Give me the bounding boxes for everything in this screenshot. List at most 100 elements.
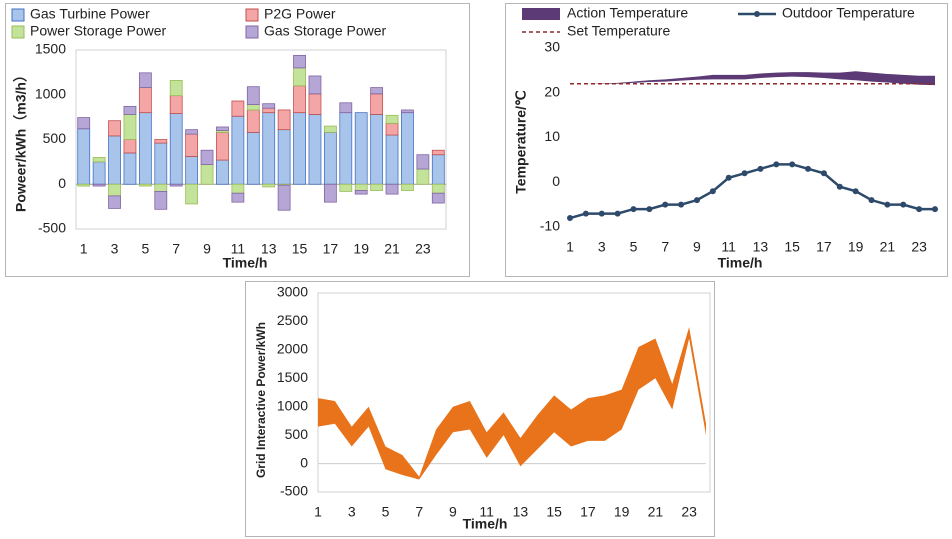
y-tick-label: -500	[280, 483, 308, 499]
bar-segment	[138, 112, 152, 185]
band	[570, 71, 935, 86]
bar-segment	[385, 183, 399, 195]
legend-label: Outdoor Temperature	[782, 5, 915, 21]
bar-segment	[308, 75, 322, 95]
bar-segment	[185, 183, 199, 205]
bar-segment	[154, 191, 168, 210]
marker	[868, 197, 875, 204]
bar-segment	[231, 115, 245, 185]
marker	[598, 210, 605, 217]
bar-segment	[77, 183, 91, 187]
x-tick-label: 3	[348, 504, 356, 520]
bar-segment	[169, 183, 183, 187]
bar-segment	[370, 183, 384, 191]
bar-segment	[231, 100, 245, 117]
bar-segment	[401, 183, 414, 191]
bar-segment	[277, 129, 291, 185]
x-tick-label: 21	[384, 241, 400, 257]
bar-segment	[308, 93, 322, 115]
bar-segment	[185, 129, 199, 135]
x-axis-label: Time/h	[718, 255, 763, 271]
bar-segment	[231, 192, 245, 203]
y-tick-label: 500	[285, 426, 309, 442]
y-tick-label: 2000	[277, 341, 308, 357]
legend-marker	[754, 11, 760, 17]
bar-segment	[216, 159, 229, 185]
marker	[709, 188, 716, 195]
bar-segment	[323, 125, 337, 133]
marker	[820, 170, 827, 177]
y-tick-label: 500	[43, 130, 67, 146]
x-tick-label: 17	[580, 504, 596, 520]
bar-segment	[262, 183, 276, 188]
x-tick-label: 23	[681, 504, 697, 520]
bar-segment	[169, 113, 183, 185]
x-tick-label: 13	[261, 241, 277, 257]
marker	[916, 206, 923, 213]
x-axis-label: Time/h	[463, 516, 508, 532]
x-tick-label: 17	[816, 239, 832, 255]
x-tick-label: 9	[449, 504, 457, 520]
x-tick-label: 11	[721, 239, 736, 255]
bar-segment	[138, 72, 152, 88]
bar-segment	[108, 195, 121, 209]
marker	[884, 201, 891, 208]
marker	[757, 165, 764, 172]
x-tick-label: 11	[231, 241, 246, 257]
bar-segment	[154, 142, 168, 185]
bar-segment	[370, 87, 384, 95]
bar-segment	[246, 131, 260, 185]
x-tick-label: 7	[661, 239, 669, 255]
y-tick-label: 0	[300, 454, 308, 470]
plot-border	[317, 292, 711, 493]
bar-segment	[231, 183, 245, 194]
bar-segment	[370, 93, 384, 115]
bar-segment	[293, 85, 306, 114]
bar-segment	[293, 54, 306, 69]
bar-segment	[401, 109, 414, 114]
bar-segment	[92, 183, 106, 187]
marker	[932, 206, 938, 213]
bar-segment	[108, 183, 121, 197]
marker	[678, 201, 685, 208]
bar-segment	[385, 134, 399, 185]
y-axis-label: Grid Interactive Power/kWh	[254, 322, 268, 478]
plot-border	[75, 49, 447, 230]
x-tick-label: 21	[880, 239, 896, 255]
legend-swatch	[11, 25, 25, 39]
y-tick-label: 1500	[277, 369, 308, 385]
bar-segment	[293, 67, 306, 87]
y-tick-label: 1000	[277, 397, 308, 413]
bar-segment	[138, 183, 152, 187]
bar-segment	[108, 135, 121, 185]
bar-segment	[431, 154, 445, 185]
bar-segment	[185, 156, 199, 185]
y-tick-label: -10	[540, 218, 560, 234]
marker	[646, 206, 653, 213]
x-tick-label: 19	[614, 504, 630, 520]
marker	[789, 161, 796, 168]
marker	[725, 174, 732, 181]
bar-segment	[246, 86, 260, 105]
bar-segment	[339, 183, 353, 192]
bar-segment	[354, 112, 368, 185]
y-tick-label: 0	[552, 173, 560, 189]
y-tick-label: 1000	[35, 85, 66, 101]
bar-segment	[77, 117, 91, 130]
bar-segment	[200, 149, 214, 165]
legend-label: P2G Power	[264, 6, 336, 22]
marker	[630, 206, 637, 213]
x-tick-label: 3	[598, 239, 606, 255]
bar-segment	[200, 164, 214, 185]
x-tick-label: 21	[648, 504, 664, 520]
marker	[693, 197, 700, 204]
marker	[662, 201, 669, 208]
y-tick-label: -500	[38, 220, 66, 236]
y-tick-label: 30	[544, 39, 560, 55]
x-tick-label: 13	[753, 239, 769, 255]
bar-segment	[216, 131, 229, 161]
bar-segment	[431, 149, 445, 156]
bar-segment	[169, 80, 183, 97]
bar-segment	[92, 156, 106, 163]
bar-segment	[123, 114, 137, 140]
